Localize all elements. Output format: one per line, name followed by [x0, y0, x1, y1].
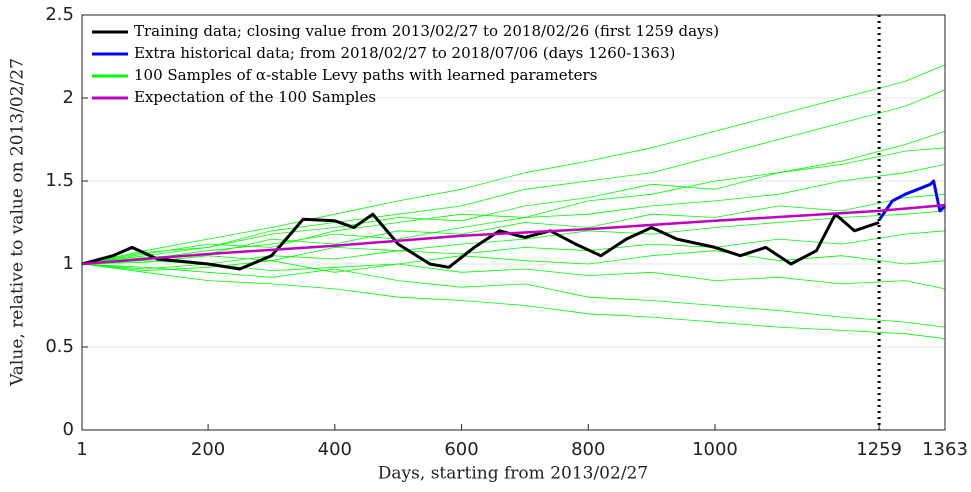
sample-path [81, 263, 946, 290]
legend-label: Training data; closing value from 2013/0… [134, 22, 719, 40]
series-line [81, 203, 946, 266]
sample-path [81, 263, 946, 328]
y-tick-label: 2 [63, 87, 74, 108]
sample-path [81, 263, 946, 340]
y-tick-label: 0.5 [45, 336, 74, 357]
legend-label: Extra historical data; from 2018/02/27 t… [134, 44, 675, 62]
sample-path [81, 147, 946, 265]
sample-path [81, 89, 946, 265]
sample-path [81, 130, 946, 265]
x-axis-label: Days, starting from 2013/02/27 [378, 464, 648, 484]
legend-label: 100 Samples of α-stable Levy paths with … [134, 66, 597, 84]
x-tick-label: 800 [571, 439, 605, 460]
x-tick-label: 1259 [856, 439, 902, 460]
sample-path [81, 193, 946, 265]
x-tick-label: 400 [318, 439, 352, 460]
y-tick-label: 0 [63, 419, 74, 440]
y-tick-label: 1 [63, 253, 74, 274]
x-tick-label: 1 [76, 439, 87, 460]
sample-path [81, 250, 946, 273]
y-axis-label: Value, relative to value on 2013/02/27 [8, 58, 28, 387]
legend-label: Expectation of the 100 Samples [134, 88, 376, 106]
y-tick-label: 2.5 [45, 4, 74, 25]
x-tick-label: 200 [191, 439, 225, 460]
y-tick-label: 1.5 [45, 170, 74, 191]
x-tick-label: 600 [444, 439, 478, 460]
x-tick-label: 1363 [922, 439, 968, 460]
sample-path [81, 210, 946, 265]
plot-frame [81, 14, 946, 431]
sample-path [81, 64, 946, 265]
x-tick-label: 1000 [692, 439, 738, 460]
series-line [81, 212, 880, 271]
